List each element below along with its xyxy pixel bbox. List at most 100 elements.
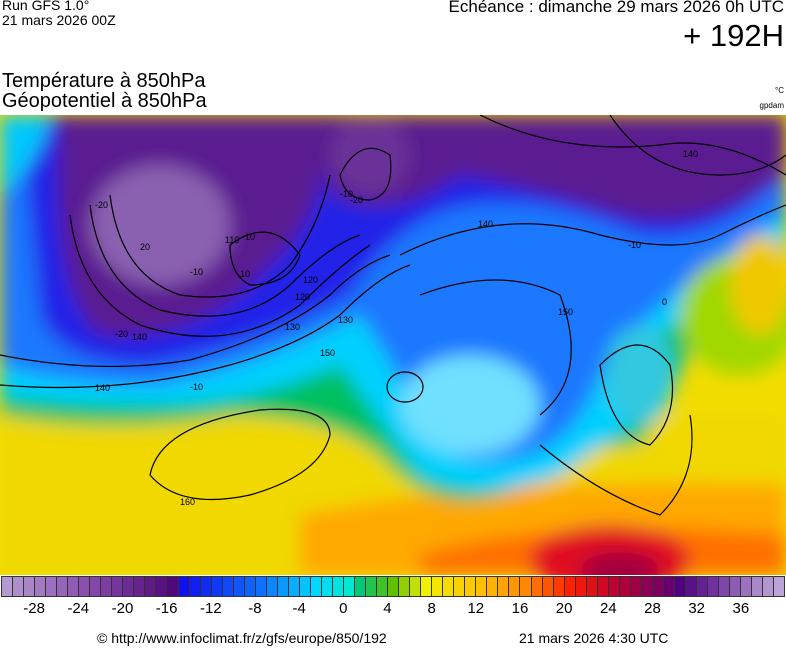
contour-label: 120 xyxy=(303,275,318,285)
color-scale-cell xyxy=(619,576,631,597)
color-scale-cell xyxy=(288,576,300,597)
color-scale-tick: -8 xyxy=(248,600,262,617)
color-scale-cell xyxy=(233,576,245,597)
contour-label: 130 xyxy=(338,315,353,325)
color-scale-cell xyxy=(774,576,786,597)
color-scale-cell xyxy=(752,576,764,597)
color-scale-cell xyxy=(663,576,675,597)
color-scale-cell xyxy=(310,576,322,597)
color-scale-cell xyxy=(719,576,731,597)
title-temperature: Température à 850hPa xyxy=(2,70,206,92)
color-scale-cell xyxy=(708,576,720,597)
color-scale-cell xyxy=(35,576,47,597)
run-date: 21 mars 2026 00Z xyxy=(2,12,116,28)
color-scale-cell xyxy=(178,576,190,597)
color-scale-cell xyxy=(277,576,289,597)
contour-label: 150 xyxy=(320,348,335,358)
color-scale-cell xyxy=(332,576,344,597)
color-scale-cell xyxy=(696,576,708,597)
color-scale-tick: -16 xyxy=(155,600,178,617)
color-scale-cell xyxy=(156,576,168,597)
title-geopotential: Géopotentiel à 850hPa xyxy=(2,90,207,112)
color-scale-cell xyxy=(509,576,521,597)
color-scale-cell xyxy=(652,576,664,597)
color-scale-cell xyxy=(498,576,510,597)
color-scale-tick: -20 xyxy=(111,600,134,617)
color-scale-cell xyxy=(763,576,775,597)
color-scale-cell xyxy=(443,576,455,597)
weather-map: 140 150 160 130 120 110 150 140 140 130 … xyxy=(0,115,786,575)
color-scale-cell xyxy=(1,576,14,597)
contour-label: 140 xyxy=(132,332,147,342)
color-scale-cell xyxy=(266,576,278,597)
color-scale-cell xyxy=(630,576,642,597)
color-scale-tick: 28 xyxy=(644,600,661,617)
color-scale-tick: 20 xyxy=(555,600,573,617)
color-scale-cell xyxy=(145,576,157,597)
contour-label: 150 xyxy=(558,307,573,317)
color-scale-cell xyxy=(68,576,80,597)
color-scale-tick: -28 xyxy=(23,600,45,617)
color-scale-tick: -4 xyxy=(292,600,306,617)
contour-label: -10 xyxy=(190,267,203,277)
contour-label: 160 xyxy=(180,497,195,507)
color-scale-tick: 32 xyxy=(688,600,705,617)
color-scale-tick: -12 xyxy=(199,600,222,617)
contour-label: 110 xyxy=(225,235,239,245)
contour-label: -10 xyxy=(190,382,203,392)
color-scale-cell xyxy=(597,576,609,597)
contour-label: 20 xyxy=(140,242,150,252)
color-scale-cell xyxy=(421,576,433,597)
color-scale-cell xyxy=(24,576,36,597)
contour-label: 140 xyxy=(95,383,110,393)
color-scale-cell xyxy=(123,576,135,597)
color-scale-cell xyxy=(101,576,113,597)
color-scale-cell xyxy=(57,576,69,597)
color-scale-cell xyxy=(608,576,620,597)
temperature-field xyxy=(0,115,786,575)
color-scale-cell xyxy=(13,576,25,597)
color-scale-cell xyxy=(321,576,333,597)
color-scale-cell xyxy=(399,576,411,597)
color-scale-cell xyxy=(730,576,742,597)
color-scale-cell xyxy=(366,576,378,597)
color-scale-cell xyxy=(211,576,223,597)
color-scale-cell xyxy=(432,576,444,597)
color-scale-cell xyxy=(741,576,753,597)
color-scale-tick: 12 xyxy=(467,600,485,617)
contour-label: -10 xyxy=(340,189,353,199)
color-scale-cell xyxy=(410,576,422,597)
color-scale-cell xyxy=(90,576,102,597)
temperature-color-scale xyxy=(1,576,786,597)
color-scale-cell xyxy=(454,576,466,597)
color-scale-cell xyxy=(200,576,212,597)
unit-temperature: °C xyxy=(775,86,784,95)
forecast-hour: + 192H xyxy=(683,18,784,53)
color-scale-cell xyxy=(465,576,477,597)
color-scale-cell xyxy=(487,576,499,597)
contour-label: -10 xyxy=(628,240,641,250)
color-scale-cell xyxy=(575,576,587,597)
color-scale-cell xyxy=(299,576,311,597)
color-scale-cell xyxy=(244,576,256,597)
color-scale-cell xyxy=(542,576,554,597)
color-scale-cell xyxy=(134,576,146,597)
color-scale-cell xyxy=(255,576,267,597)
contour-labels: 140 150 160 130 120 110 150 140 140 130 … xyxy=(95,149,698,507)
contour-label: -20 xyxy=(115,329,128,339)
unit-geopotential: gpdam xyxy=(759,101,784,110)
color-scale-tick: 8 xyxy=(427,600,436,617)
color-scale-cell xyxy=(564,576,576,597)
color-scale-cell xyxy=(79,576,91,597)
color-scale-cell xyxy=(586,576,598,597)
color-scale-cell xyxy=(641,576,653,597)
color-scale-cell xyxy=(674,576,686,597)
run-label: Run GFS 1.0° xyxy=(2,0,90,13)
color-scale-cell xyxy=(531,576,543,597)
contour-label: 140 xyxy=(683,149,698,159)
color-scale-cell xyxy=(355,576,367,597)
forecast-valid-time: Echéance : dimanche 29 mars 2026 0h UTC xyxy=(448,0,784,16)
contour-label: 140 xyxy=(478,219,493,229)
color-scale-tick: -24 xyxy=(67,600,90,617)
color-scale-cell xyxy=(685,576,697,597)
